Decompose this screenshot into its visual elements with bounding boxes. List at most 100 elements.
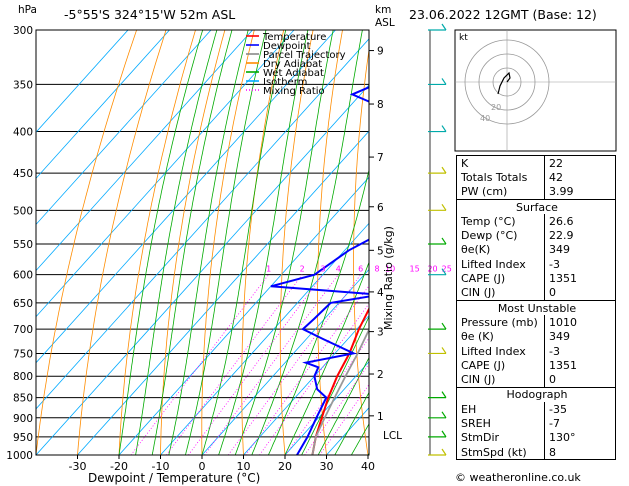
wind-barb-flag	[441, 237, 447, 245]
mixing-ratio-label: 1	[266, 265, 271, 274]
wind-barb-flag	[441, 125, 447, 132]
wind-barb-flag	[441, 322, 447, 330]
wind-barb-flag	[441, 166, 447, 174]
copyright-footer: © weatheronline.co.uk	[455, 471, 581, 484]
wet-adiabat-line	[284, 261, 369, 455]
most-unstable-row: CAPE (J) 1351	[456, 358, 616, 373]
x-tick-label: 40	[361, 460, 375, 473]
wet-adiabat-line	[234, 30, 334, 455]
legend-label: Isotherm	[263, 77, 307, 88]
km-tick-label: 5	[377, 245, 384, 257]
km-tick-label: 2	[377, 369, 384, 381]
isotherm-line	[36, 30, 129, 133]
chart-grid	[36, 30, 369, 455]
x-tick-label: -10	[152, 460, 170, 473]
chart-series	[270, 86, 369, 455]
pressure-tick-label: 850	[13, 393, 33, 405]
isotherm-line	[201, 268, 369, 455]
indices-table: K 22 Totals Totals 42 PW (cm) 3.99 Surface …	[456, 155, 616, 461]
wet-adiabat-line	[317, 356, 369, 455]
pressure-tick-label: 300	[13, 25, 33, 37]
surface-header: Surface	[456, 198, 616, 215]
legend-label: Temperature	[262, 32, 326, 43]
isotherm-line	[243, 314, 369, 455]
hodograph-row: StmSpd (kt) 8	[456, 444, 616, 461]
wet-adiabat-line	[218, 30, 309, 455]
surface-row: Dewp (°C) 22.9	[456, 228, 616, 243]
surface-row: Temp (°C) 26.6	[456, 214, 616, 229]
mixing-ratio-label: 6	[358, 265, 363, 274]
hodograph-frame	[454, 29, 617, 152]
wind-barb-flag	[441, 411, 447, 419]
mixing-ratio-label: 25	[442, 265, 452, 274]
most-unstable-row: θe (K) 349	[456, 329, 616, 344]
isotherm-line	[36, 30, 253, 272]
mixing-ratio-label: 20	[427, 265, 437, 274]
isotherm-line	[77, 130, 369, 455]
mixing-ratio-line	[188, 274, 324, 455]
most-unstable-row: CIN (J) 0	[456, 372, 616, 388]
asl-label: ASL	[375, 17, 395, 29]
wind-barb-flag	[441, 448, 447, 456]
wet-adiabat-line	[251, 30, 363, 455]
index-row-pw: PW (cm) 3.99	[456, 184, 616, 200]
isotherm-line	[36, 30, 295, 318]
pressure-tick-label: 1000	[6, 450, 33, 462]
datetime-title: 23.06.2022 12GMT (Base: 12)	[409, 7, 597, 22]
isotherm-line	[36, 84, 369, 455]
km-label: km	[375, 4, 392, 16]
dry-adiabat-line	[160, 30, 226, 455]
x-tick-label: -30	[69, 460, 87, 473]
pressure-tick-label: 600	[13, 270, 33, 282]
pressure-tick-label: 900	[13, 413, 33, 425]
surface-row: CIN (J) 0	[456, 285, 616, 301]
dry-adiabat-line	[36, 30, 137, 455]
chart-axes: 1 2 3 4 6 8 10 15 20 25-30 -20 -10 0 10 20 30 4030035040…	[6, 25, 452, 473]
mixing-ratio-line	[204, 274, 339, 455]
wet-adiabat-line	[168, 30, 249, 455]
km-tick-label: 4	[377, 287, 384, 299]
wet-adiabat-line	[185, 30, 267, 455]
mixing-ratio-line	[304, 363, 369, 455]
mixing-ratio-line	[245, 285, 369, 455]
pressure-tick-label: 550	[13, 239, 33, 251]
legend-label: Mixing Ratio	[263, 86, 325, 97]
x-tick-label: 10	[237, 460, 251, 473]
wind-barb-flag	[441, 78, 447, 85]
km-tick-label: 7	[377, 152, 384, 164]
km-tick-label: 6	[377, 202, 384, 214]
pressure-tick-label: 800	[13, 371, 33, 383]
legend-label: Dry Adiabat	[263, 59, 322, 70]
mixing-ratio-line	[166, 274, 303, 455]
pressure-unit-label: hPa	[18, 4, 37, 16]
hodograph-row: EH -35	[456, 402, 616, 417]
mixing-ratio-label: 3	[320, 265, 325, 274]
dry-adiabat-line	[201, 30, 255, 455]
pressure-tick-label: 400	[13, 127, 33, 139]
hodograph-table-header: Hodograph	[456, 386, 616, 403]
x-tick-label: 0	[199, 460, 206, 473]
pressure-tick-label: 750	[13, 348, 33, 360]
km-tick-label: 9	[377, 46, 384, 58]
mixing-ratio-axis-label: Mixing Ratio (g/kg)	[382, 226, 395, 330]
dry-adiabat-line	[241, 30, 285, 455]
mixing-ratio-label: 15	[410, 265, 420, 274]
pressure-tick-label: 650	[13, 298, 33, 310]
most-unstable-row: Pressure (mb) 1010	[456, 315, 616, 330]
hodograph-row: StmDir 130°	[456, 430, 616, 445]
wet-adiabat-line	[201, 30, 287, 455]
isotherm-line	[160, 222, 369, 455]
x-tick-label: 30	[320, 460, 334, 473]
wind-barb-flag	[441, 430, 447, 438]
wet-adiabat-line	[151, 30, 233, 455]
most-unstable-row: Lifted Index -3	[456, 343, 616, 359]
mixing-ratio-label: 4	[336, 265, 341, 274]
most-unstable-header: Most Unstable	[456, 299, 616, 316]
mixing-ratio-line	[259, 302, 369, 455]
hodograph-ring-label: 40	[480, 114, 490, 123]
surface-row: Lifted Index -3	[456, 257, 616, 272]
dry-adiabat-line	[118, 30, 196, 455]
legend-label: Wet Adiabat	[263, 68, 324, 79]
